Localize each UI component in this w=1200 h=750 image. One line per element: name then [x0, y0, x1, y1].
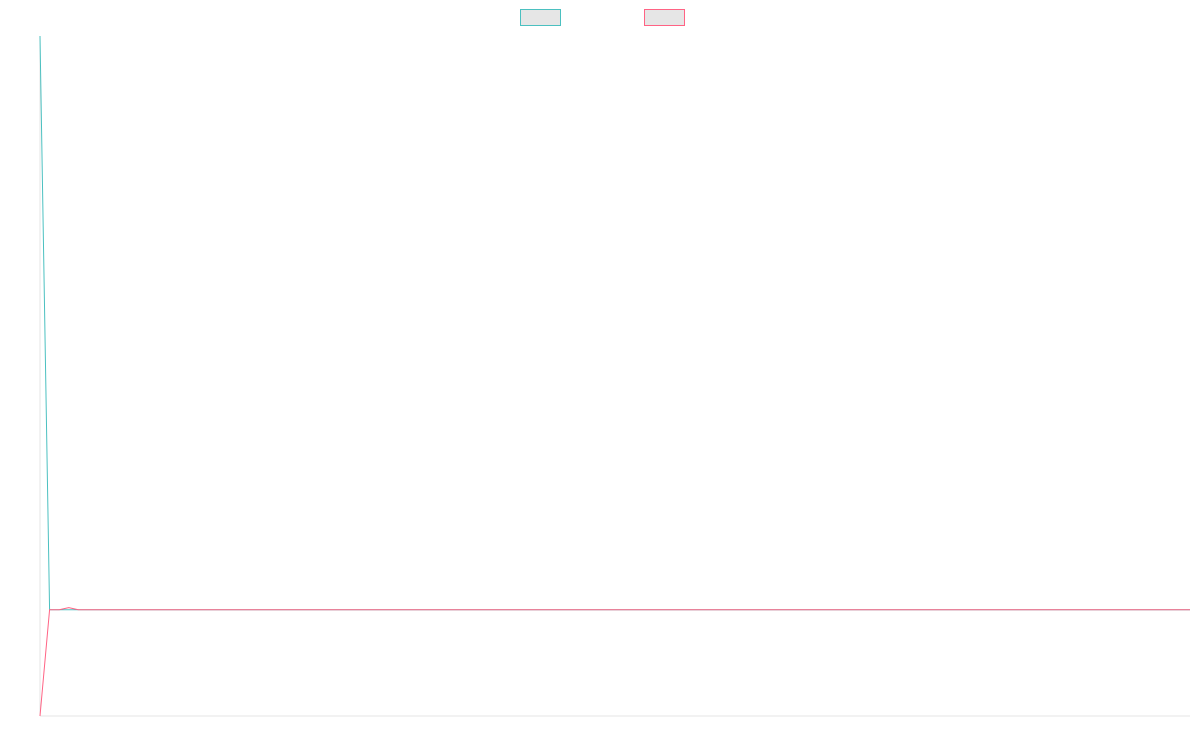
series-line-1	[39, 35, 1190, 611]
axes	[39, 36, 1190, 717]
legend-swatch-1	[520, 9, 561, 26]
legend	[520, 9, 685, 26]
legend-swatch-2	[644, 9, 685, 26]
series-lines	[39, 35, 1190, 717]
series-line-2	[39, 607, 1190, 717]
